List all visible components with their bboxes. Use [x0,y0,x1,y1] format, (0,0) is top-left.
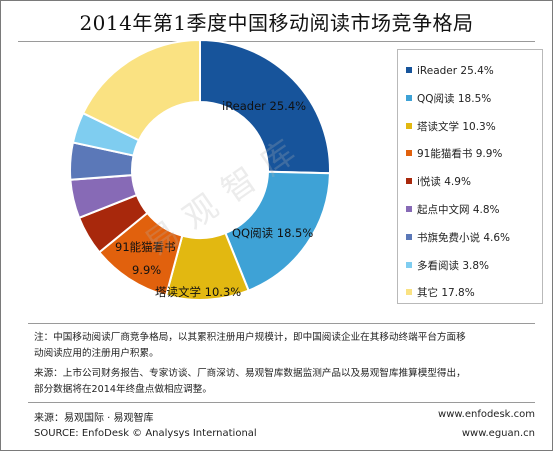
legend-item-4: i悦读 4.9% [406,175,471,189]
footer-source-en: SOURCE: EnfoDesk © Analysys Internationa… [34,428,257,439]
legend-item-1: QQ阅读 18.5% [406,92,491,106]
slice-callout-value-3: 9.9% [132,263,161,277]
legend-label-3: 91能猫看书 9.9% [417,148,503,161]
note-line-3: 来源：上市公司财务报告、专家访谈、厂商深访、易观智库数据监测产品以及易观智库推算… [34,368,466,379]
slice-callout-1: QQ阅读 18.5% [232,226,313,240]
legend-item-0: iReader 25.4% [406,64,494,78]
legend-item-8: 其它 17.8% [406,286,475,300]
legend-item-6: 书旗免费小说 4.6% [406,231,510,245]
legend-swatch-3 [406,150,412,157]
legend-label-0: iReader 25.4% [417,65,494,77]
legend-item-2: 塔读文学 10.3% [406,120,496,134]
legend-label-1: QQ阅读 18.5% [417,92,492,105]
legend-swatch-5 [406,206,412,212]
legend-item-7: 多看阅读 3.8% [406,259,489,273]
donut-slice-0 [199,38,331,175]
legend-swatch-6 [406,233,412,240]
legend-label-8: 其它 17.8% [417,287,475,300]
legend-label-6: 书旗免费小说 4.6% [417,231,511,244]
chart-legend: iReader 25.4% QQ阅读 18.5% 塔读文学 10.3% 91能猫看书 … [397,49,543,304]
title-divider [18,41,535,42]
slice-callout-2: 塔读文学 10.3% [155,285,241,299]
legend-item-3: 91能猫看书 9.9% [406,147,502,161]
footer-source-cn: 来源：易观国际 · 易观智库 [34,413,154,424]
legend-label-5: 起点中文网 4.8% [417,204,500,216]
note-line-4: 部分数据将在2014年终盘点做相应调整。 [34,384,212,395]
slice-callouts: iReader 25.4% QQ阅读 18.5% 塔读文学 10.3% 91能猫看书 9… [115,99,313,299]
legend-swatch-1 [406,94,412,101]
chart-notes: 注：中国移动阅读厂商竞争格局，以其累积注册用户规模计，即中国阅读企业在其移动终端… [28,323,535,403]
chart-title: 2014年第1季度中国移动阅读市场竞争格局 [79,11,474,35]
slice-callout-0: iReader 25.4% [222,99,306,113]
footer-url-enfodesk[interactable]: www.enfodesk.com [438,409,535,420]
note-line-1: 注：中国移动阅读厂商竞争格局，以其累积注册用户规模计，即中国阅读企业在其移动终端… [34,332,466,343]
legend-swatch-2 [406,122,412,129]
note-line-2: 动阅读应用的注册用户积累。 [34,348,159,359]
legend-swatch-8 [406,289,412,296]
donut-slice-8 [81,38,201,142]
legend-swatch-0 [406,67,412,73]
donut-slices [69,38,331,301]
legend-swatch-7 [406,261,412,268]
legend-label-4: i悦读 4.9% [417,176,471,189]
legend-label-7: 多看阅读 3.8% [417,259,490,272]
footer-url-eguan[interactable]: www.eguan.cn [461,428,535,439]
legend-item-5: 起点中文网 4.8% [406,203,500,217]
legend-label-2: 塔读文学 10.3% [417,120,496,133]
legend-swatch-4 [406,178,412,185]
slice-callout-3: 91能猫看书 [115,240,176,254]
